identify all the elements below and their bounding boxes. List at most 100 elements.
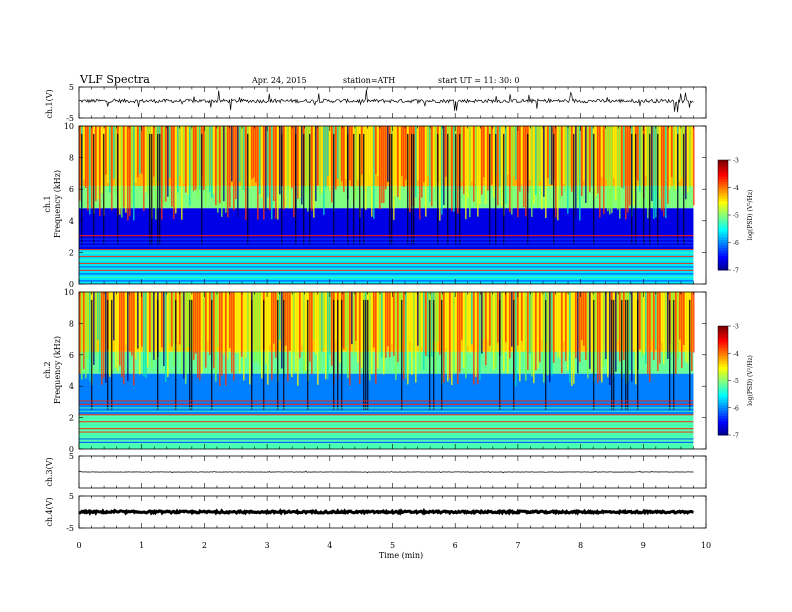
y-tick-label: 0: [69, 280, 74, 289]
spectrogram-streak: [79, 292, 81, 375]
spectrogram-streak: [655, 292, 657, 350]
spectrogram-streak: [531, 126, 533, 217]
spectrogram-streak: [111, 126, 113, 211]
colorbar-cell: [718, 215, 728, 219]
spectrogram-streak: [603, 126, 605, 215]
spectrogram-streak: [225, 126, 227, 213]
spectrogram-streak: [353, 292, 355, 357]
spectrogram-streak: [337, 126, 339, 180]
colorbar-cell: [718, 331, 728, 335]
spectrogram-streak: [313, 292, 315, 340]
spectrogram-streak: [357, 292, 359, 363]
colorbar-cell: [718, 413, 728, 417]
spectrogram-streak: [237, 126, 239, 218]
spectrogram-dropout: [117, 133, 119, 245]
colorbar-cell: [718, 201, 728, 205]
spectrogram-streak: [603, 292, 605, 367]
spectrogram-streak: [335, 126, 337, 190]
spectrogram-streak: [381, 292, 383, 358]
spectrogram-streak: [657, 292, 659, 372]
spectrogram-dropout: [107, 299, 109, 410]
spectrogram-streak: [461, 292, 463, 340]
spectrogram-streak: [127, 126, 129, 221]
spectrogram-streak: [665, 126, 667, 219]
spectrogram-streak: [109, 292, 111, 377]
ch3-waveform-panel: 5: [69, 452, 707, 489]
ch1-spectrogram-ylabel: ch.1: [43, 195, 52, 212]
spectrogram-streak: [181, 292, 183, 374]
spectrogram-streak: [199, 126, 201, 190]
spectrogram-streak: [355, 126, 357, 198]
spectrogram-streak: [367, 126, 369, 187]
spectrogram-streak: [217, 292, 219, 347]
spectrogram-dropout: [433, 299, 435, 410]
spectrogram-dropout: [573, 133, 575, 245]
spectrogram-streak: [679, 126, 681, 182]
colorbar-cell: [718, 259, 728, 263]
colorbar-cell: [718, 182, 728, 186]
spectrogram-streak: [85, 292, 87, 379]
spectrogram-dropout: [673, 299, 675, 410]
spectrogram-streak: [595, 126, 597, 197]
spectrogram-streak: [361, 126, 363, 175]
spectrogram-dropout: [593, 299, 595, 410]
spectrogram-dropout: [149, 133, 151, 245]
spectrogram-streak: [329, 292, 331, 355]
spectrogram-streak: [135, 126, 137, 183]
spectrogram-streak: [253, 292, 255, 363]
spectrogram-streak: [231, 126, 233, 182]
spectrogram-streak: [557, 292, 559, 357]
spectrogram-streak: [643, 292, 645, 355]
ch3-waveform-ylabel: ch.3(V): [45, 457, 54, 486]
spectrogram-streak: [411, 292, 413, 375]
spectrogram-streak: [431, 126, 433, 207]
spectrogram-streak: [515, 292, 517, 387]
spectrogram-streak: [163, 292, 165, 367]
spectrogram-streak: [547, 292, 549, 376]
spectrogram-streak: [305, 126, 307, 196]
spectrogram-streak: [191, 126, 193, 191]
spectrogram-streak: [221, 126, 223, 217]
y-tick-label: -5: [66, 114, 74, 123]
spectrogram-streak: [635, 292, 637, 385]
y-tick-label: 6: [69, 185, 74, 194]
spectrogram-streak: [171, 292, 173, 347]
spectrogram-streak: [521, 292, 523, 341]
spectrogram-streak: [119, 292, 121, 366]
spectrogram-dropout: [495, 133, 497, 245]
colorbar-cell: [718, 237, 728, 241]
colorbar-ch1: -3 -4 -5 -6 -7 log(PSD) (V²/Hz): [717, 158, 754, 275]
spectrogram-streak: [523, 292, 525, 351]
spectrogram-streak: [393, 292, 395, 356]
spectrogram-streak: [653, 292, 655, 361]
spectrogram-streak: [423, 292, 425, 371]
colorbar-cell: [718, 171, 728, 175]
spectrogram-streak: [403, 292, 405, 380]
spectrogram-streak: [587, 292, 589, 379]
y-tick-label: 8: [69, 154, 74, 163]
spectrogram-streak: [301, 126, 303, 205]
spectrogram-streak: [551, 126, 553, 185]
spectrogram-streak: [649, 292, 651, 383]
spectrogram-streak: [439, 126, 441, 221]
y-tick-label: 10: [64, 122, 74, 131]
spectrogram-dropout: [363, 133, 365, 245]
colorbar-cell: [718, 190, 728, 194]
spectrogram-streak: [439, 292, 441, 355]
spectrogram-streak: [429, 126, 431, 203]
spectrogram-streak: [585, 292, 587, 361]
spectrogram-streak: [349, 126, 351, 181]
spectrogram-dropout: [489, 133, 491, 245]
spectrogram-streak: [421, 126, 423, 198]
spectrogram-streak: [681, 292, 683, 369]
colorbar-cell: [718, 326, 728, 330]
spectrogram-streak: [131, 126, 133, 205]
spectrogram-streak: [213, 292, 215, 369]
spectrogram-streak: [279, 126, 281, 195]
spectrogram-dropout: [157, 133, 159, 245]
spectrogram-streak: [405, 126, 407, 180]
spectrogram-streak: [545, 126, 547, 219]
spectrogram-streak: [349, 292, 351, 386]
spectrogram-dropout: [307, 299, 309, 410]
spectrogram-streak: [513, 126, 515, 177]
